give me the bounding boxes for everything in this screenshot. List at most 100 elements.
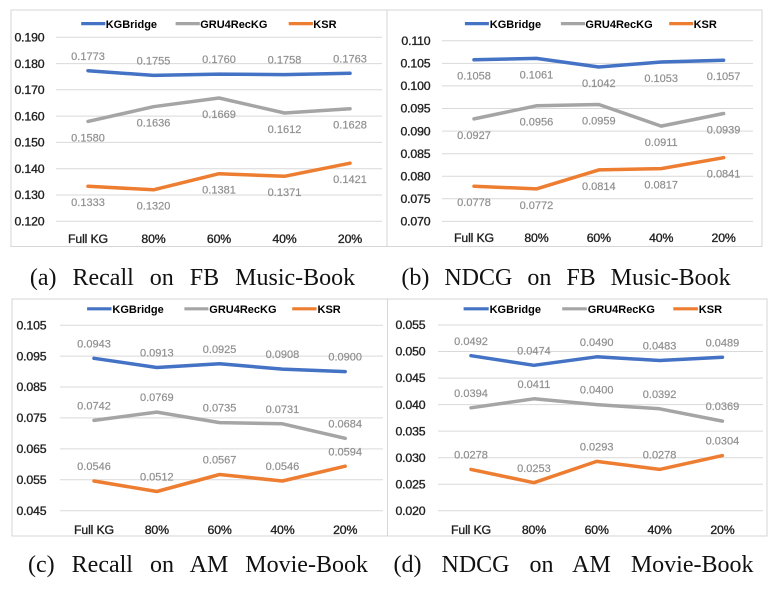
svg-text:40%: 40% [270, 523, 294, 537]
svg-text:0.0841: 0.0841 [707, 169, 741, 181]
svg-text:0.0400: 0.0400 [580, 385, 614, 397]
svg-text:0.0814: 0.0814 [582, 181, 616, 193]
svg-text:0.0913: 0.0913 [140, 348, 174, 360]
svg-text:0.095: 0.095 [16, 349, 46, 363]
svg-text:0.1669: 0.1669 [202, 109, 236, 121]
svg-text:KGBridge: KGBridge [490, 304, 541, 316]
svg-text:80%: 80% [145, 523, 169, 537]
svg-text:Full KG: Full KG [68, 232, 108, 246]
svg-text:0.070: 0.070 [400, 215, 430, 229]
svg-text:0.0512: 0.0512 [140, 472, 174, 484]
svg-text:0.0474: 0.0474 [517, 345, 551, 357]
svg-text:0.0594: 0.0594 [328, 446, 362, 458]
svg-text:0.0253: 0.0253 [517, 463, 551, 475]
svg-text:0.030: 0.030 [395, 451, 425, 465]
svg-text:0.120: 0.120 [14, 215, 44, 229]
svg-text:0.0911: 0.0911 [645, 137, 678, 149]
svg-text:60%: 60% [585, 523, 609, 537]
svg-text:0.100: 0.100 [400, 79, 430, 93]
svg-text:0.0546: 0.0546 [77, 461, 111, 473]
svg-text:0.0489: 0.0489 [706, 337, 740, 349]
svg-text:0.1773: 0.1773 [71, 51, 105, 63]
svg-text:0.0925: 0.0925 [203, 344, 237, 356]
svg-text:0.1381: 0.1381 [202, 185, 236, 197]
svg-text:0.045: 0.045 [395, 371, 425, 385]
svg-text:0.1061: 0.1061 [520, 69, 554, 81]
svg-text:(c) Recall on AM Movie-Book: (c) Recall on AM Movie-Book [28, 552, 368, 578]
svg-text:0.0684: 0.0684 [328, 418, 362, 430]
svg-text:20%: 20% [712, 231, 736, 245]
svg-text:(b) NDCG on FB Music-Book: (b) NDCG on FB Music-Book [401, 265, 730, 291]
svg-text:0.1058: 0.1058 [457, 71, 491, 83]
svg-text:60%: 60% [207, 232, 231, 246]
svg-text:40%: 40% [272, 232, 296, 246]
svg-text:80%: 80% [522, 523, 546, 537]
svg-text:0.095: 0.095 [400, 102, 430, 116]
svg-text:0.1042: 0.1042 [582, 78, 616, 90]
svg-text:(d) NDCG on AM Movie-Book: (d) NDCG on AM Movie-Book [394, 552, 754, 578]
svg-text:0.0900: 0.0900 [328, 352, 362, 364]
svg-text:0.0293: 0.0293 [580, 442, 614, 454]
svg-text:0.0742: 0.0742 [77, 401, 111, 413]
svg-text:0.025: 0.025 [395, 477, 425, 491]
svg-text:0.105: 0.105 [16, 318, 46, 332]
svg-text:0.1636: 0.1636 [137, 118, 171, 130]
svg-text:0.0943: 0.0943 [77, 338, 111, 350]
svg-text:0.140: 0.140 [14, 162, 44, 176]
svg-text:KSR: KSR [313, 19, 336, 31]
svg-text:KSR: KSR [318, 304, 341, 316]
svg-text:0.110: 0.110 [401, 34, 430, 48]
svg-text:0.080: 0.080 [400, 169, 430, 183]
svg-text:20%: 20% [710, 523, 734, 537]
svg-text:0.0959: 0.0959 [582, 115, 616, 127]
svg-text:0.1053: 0.1053 [644, 73, 678, 85]
svg-text:KGBridge: KGBridge [106, 19, 157, 31]
svg-text:0.0492: 0.0492 [454, 336, 488, 348]
svg-text:20%: 20% [338, 232, 362, 246]
svg-text:0.0731: 0.0731 [266, 404, 300, 416]
svg-text:0.050: 0.050 [395, 345, 425, 359]
svg-text:Full KG: Full KG [454, 231, 494, 245]
svg-text:0.0908: 0.0908 [266, 349, 300, 361]
svg-text:0.105: 0.105 [400, 57, 430, 71]
svg-text:0.1421: 0.1421 [333, 174, 367, 186]
svg-text:(a) Recall on FB Music-Book: (a) Recall on FB Music-Book [30, 265, 355, 291]
svg-text:0.1333: 0.1333 [71, 197, 105, 209]
svg-text:0.0778: 0.0778 [457, 197, 491, 209]
svg-text:KSR: KSR [694, 19, 717, 31]
svg-text:80%: 80% [524, 231, 548, 245]
svg-text:60%: 60% [208, 523, 232, 537]
svg-text:0.0817: 0.0817 [644, 180, 678, 192]
svg-text:0.0369: 0.0369 [706, 401, 740, 413]
svg-text:0.055: 0.055 [16, 473, 46, 487]
svg-text:0.090: 0.090 [400, 124, 430, 138]
svg-text:0.0278: 0.0278 [643, 450, 677, 462]
svg-text:0.1371: 0.1371 [268, 187, 302, 199]
svg-text:0.1760: 0.1760 [202, 54, 236, 66]
svg-text:0.065: 0.065 [16, 442, 46, 456]
svg-text:0.0956: 0.0956 [520, 117, 554, 129]
svg-text:0.0769: 0.0769 [140, 392, 174, 404]
svg-text:0.150: 0.150 [14, 136, 44, 150]
svg-text:80%: 80% [141, 232, 165, 246]
svg-text:20%: 20% [333, 523, 357, 537]
svg-text:60%: 60% [587, 231, 611, 245]
svg-text:0.170: 0.170 [14, 83, 44, 97]
svg-text:0.0927: 0.0927 [457, 130, 491, 142]
svg-text:0.1628: 0.1628 [333, 120, 367, 132]
svg-text:GRU4RecKG: GRU4RecKG [200, 19, 267, 31]
svg-text:0.055: 0.055 [395, 318, 425, 332]
svg-text:0.1057: 0.1057 [707, 71, 741, 83]
svg-text:0.130: 0.130 [14, 188, 44, 202]
svg-text:0.0546: 0.0546 [266, 461, 300, 473]
svg-text:Full KG: Full KG [74, 523, 114, 537]
svg-text:0.085: 0.085 [400, 147, 430, 161]
svg-text:GRU4RecKG: GRU4RecKG [209, 304, 276, 316]
svg-text:KGBridge: KGBridge [112, 304, 163, 316]
svg-text:KSR: KSR [699, 304, 722, 316]
svg-text:0.0939: 0.0939 [707, 124, 741, 136]
svg-text:0.190: 0.190 [14, 31, 44, 45]
svg-text:0.0278: 0.0278 [454, 450, 488, 462]
svg-text:0.180: 0.180 [14, 57, 44, 71]
svg-text:GRU4RecKG: GRU4RecKG [585, 19, 652, 31]
